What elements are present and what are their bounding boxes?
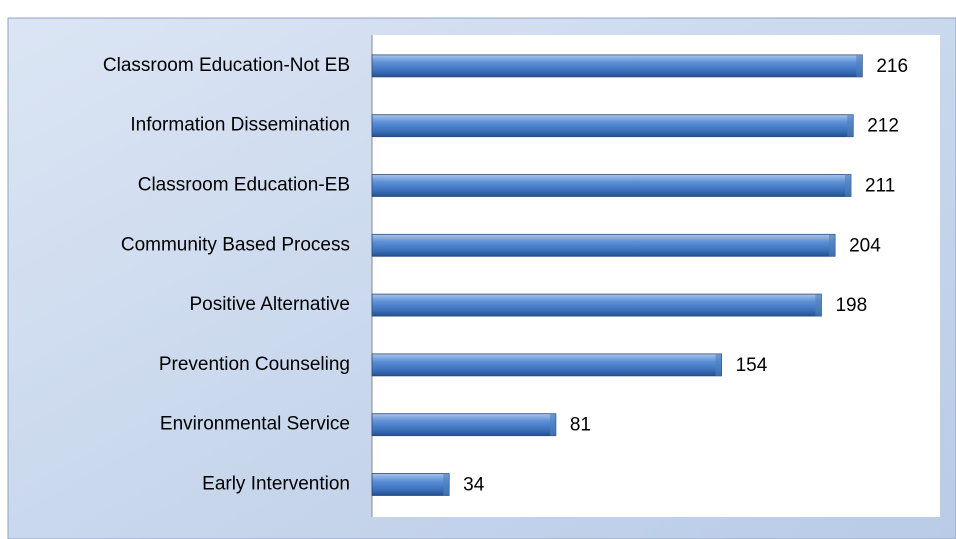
bar-end	[829, 234, 836, 257]
bar	[371, 174, 852, 197]
bar	[371, 233, 836, 257]
category-label: Information Dissemination	[130, 115, 350, 136]
bar-end	[815, 294, 822, 317]
bar	[371, 293, 822, 317]
value-label: 216	[876, 56, 908, 77]
category-label: Environmental Service	[160, 414, 350, 435]
value-label: 211	[865, 176, 895, 197]
category-label: Classroom Education-Not EB	[103, 55, 350, 76]
bar-end	[549, 413, 556, 436]
category-label: Community Based Process	[121, 234, 350, 255]
value-label: 154	[736, 355, 768, 376]
bar	[371, 353, 722, 377]
bar	[371, 114, 854, 138]
value-label: 81	[570, 415, 591, 436]
category-label: Early Intervention	[202, 474, 350, 495]
bar-end	[844, 174, 851, 197]
bar-end	[443, 473, 450, 496]
bar	[371, 473, 450, 496]
value-label: 212	[867, 116, 899, 137]
category-label: Positive Alternative	[189, 294, 350, 315]
category-label: Classroom Education-EB	[138, 175, 350, 196]
bar-end	[715, 353, 722, 376]
bar	[371, 54, 863, 78]
value-label: 34	[463, 475, 485, 496]
bar-end	[847, 114, 854, 137]
value-label: 198	[835, 295, 867, 316]
bar-end	[856, 54, 863, 77]
plot-area	[372, 35, 940, 517]
value-label: 204	[849, 235, 881, 256]
category-label: Prevention Counseling	[159, 354, 350, 375]
bar	[371, 413, 557, 437]
